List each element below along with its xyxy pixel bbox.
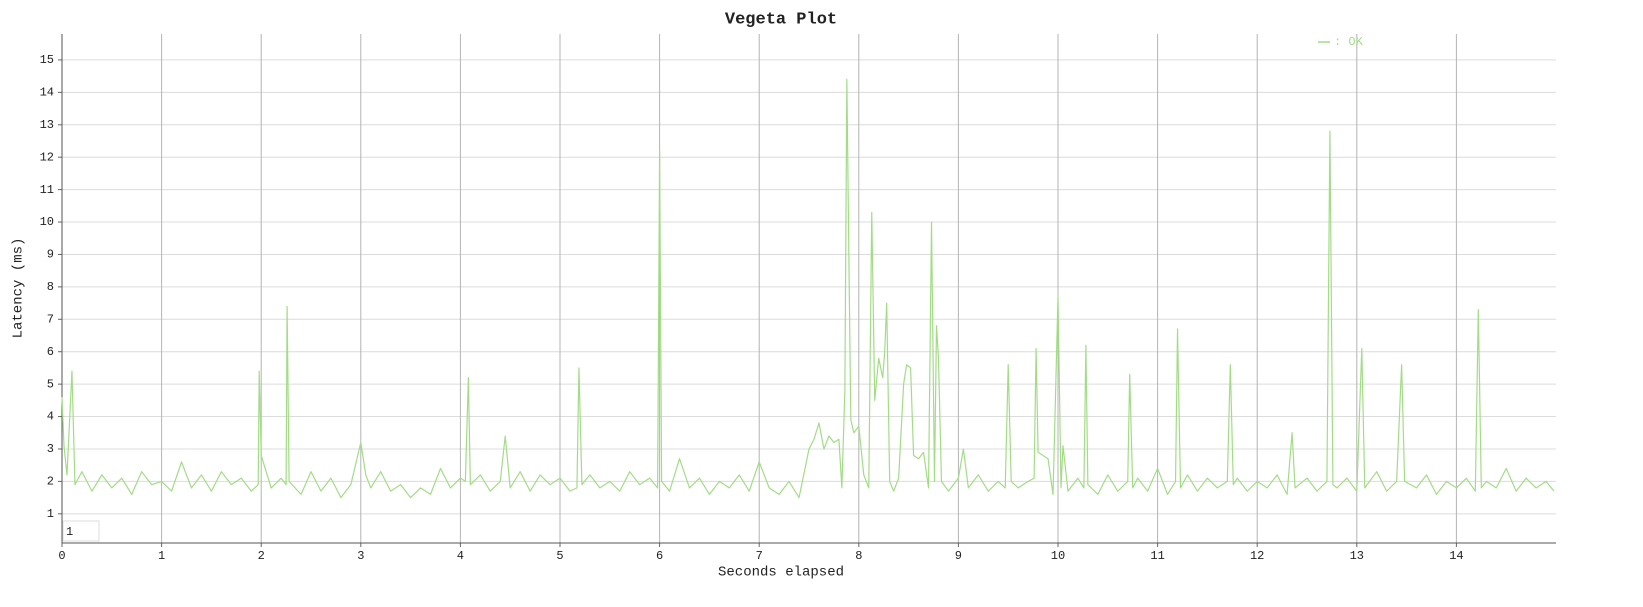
x-tick-label: 2 bbox=[258, 549, 265, 563]
plot-area bbox=[61, 78, 1555, 499]
y-tick-label: 5 bbox=[47, 377, 54, 391]
x-tick-label: 7 bbox=[756, 549, 763, 563]
x-tick-label: 11 bbox=[1150, 549, 1164, 563]
y-tick-label: 4 bbox=[47, 410, 54, 424]
x-tick-label: 14 bbox=[1449, 549, 1463, 563]
chart-title: Vegeta Plot bbox=[725, 10, 837, 29]
y-tick-label: 3 bbox=[47, 442, 54, 456]
x-tick-label: 0 bbox=[58, 549, 65, 563]
y-tick-label: 15 bbox=[40, 53, 54, 67]
x-tick-label: 1 bbox=[158, 549, 165, 563]
y-tick-label: 13 bbox=[40, 118, 54, 132]
y-tick-label: 11 bbox=[40, 183, 54, 197]
range-box-label: 1 bbox=[66, 525, 73, 539]
y-tick-label: 6 bbox=[47, 345, 54, 359]
x-tick-label: 3 bbox=[357, 549, 364, 563]
y-tick-label: 14 bbox=[40, 86, 54, 100]
x-tick-label: 12 bbox=[1250, 549, 1264, 563]
y-tick-label: 2 bbox=[47, 475, 54, 489]
x-axis-title: Seconds elapsed bbox=[718, 565, 844, 581]
y-axis-title: Latency (ms) bbox=[11, 238, 27, 339]
x-tick-label: 10 bbox=[1051, 549, 1065, 563]
y-tick-label: 8 bbox=[47, 280, 54, 294]
grid bbox=[58, 34, 1556, 547]
legend-label: : OK bbox=[1334, 35, 1364, 49]
x-tick-label: 4 bbox=[457, 549, 464, 563]
x-tick-label: 13 bbox=[1350, 549, 1364, 563]
range-box bbox=[62, 520, 100, 542]
x-tick-label: 9 bbox=[955, 549, 962, 563]
x-tick-label: 8 bbox=[855, 549, 862, 563]
y-tick-label: 9 bbox=[47, 248, 54, 262]
x-tick-label: 5 bbox=[556, 549, 563, 563]
y-tick-label: 10 bbox=[40, 215, 54, 229]
y-tick-label: 7 bbox=[47, 312, 54, 326]
x-tick-label: 6 bbox=[656, 549, 663, 563]
y-tick-label: 1 bbox=[47, 507, 54, 521]
series-line bbox=[61, 78, 1555, 499]
y-tick-label: 12 bbox=[40, 150, 54, 164]
